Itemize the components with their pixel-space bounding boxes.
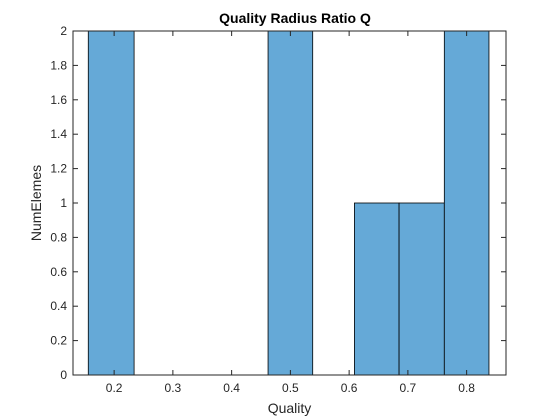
y-tick-label: 2	[60, 24, 67, 38]
y-tick-label: 1.6	[50, 93, 67, 107]
x-tick-label: 0.4	[223, 381, 240, 395]
y-tick-label: 1.8	[50, 58, 67, 72]
x-tick-label: 0.7	[400, 381, 417, 395]
y-axis-title: NumElemes	[28, 165, 44, 241]
y-axis-ticks: 0 0.2 0.4 0.6 0.8 1 1.2 1.4 1.6 1.8 2	[50, 24, 506, 382]
y-tick-label: 0.6	[50, 265, 67, 279]
x-tick-label: 0.6	[341, 381, 358, 395]
x-tick-label: 0.8	[458, 381, 475, 395]
bars-layer	[87, 30, 490, 376]
histogram-bar-3	[354, 202, 400, 376]
x-axis-ticks: 0.2 0.3 0.4 0.5 0.6 0.7 0.8	[106, 31, 475, 395]
x-tick-label: 0.3	[165, 381, 182, 395]
histogram-bar-1	[87, 30, 135, 376]
histogram-bar-5	[443, 30, 490, 376]
y-tick-label: 1.4	[50, 127, 67, 141]
y-tick-label: 0.2	[50, 334, 67, 348]
y-tick-label: 1.2	[50, 162, 67, 176]
x-axis-title: Quality	[268, 400, 312, 416]
histogram-bar-2	[267, 30, 314, 376]
x-tick-label: 0.5	[282, 381, 299, 395]
y-tick-label: 0.4	[50, 299, 67, 313]
histogram-bar-4	[398, 202, 445, 376]
chart-title: Quality Radius Ratio Q	[219, 10, 371, 26]
y-tick-label: 0	[60, 368, 67, 382]
y-tick-label: 1	[60, 196, 67, 210]
x-tick-label: 0.2	[106, 381, 123, 395]
y-tick-label: 0.8	[50, 230, 67, 244]
